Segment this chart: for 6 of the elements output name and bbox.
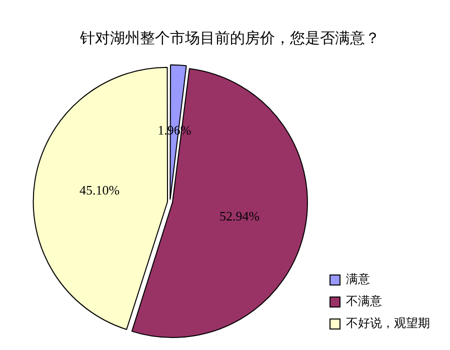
legend-label: 不满意 — [346, 294, 382, 308]
chart-title: 针对湖州整个市场目前的房价，您是否满意？ — [79, 28, 380, 47]
legend-label: 满意 — [346, 272, 370, 286]
data-label: 52.94% — [220, 208, 260, 224]
data-label: 45.10% — [80, 182, 120, 198]
legend-label: 不好说，观望期 — [346, 316, 430, 330]
